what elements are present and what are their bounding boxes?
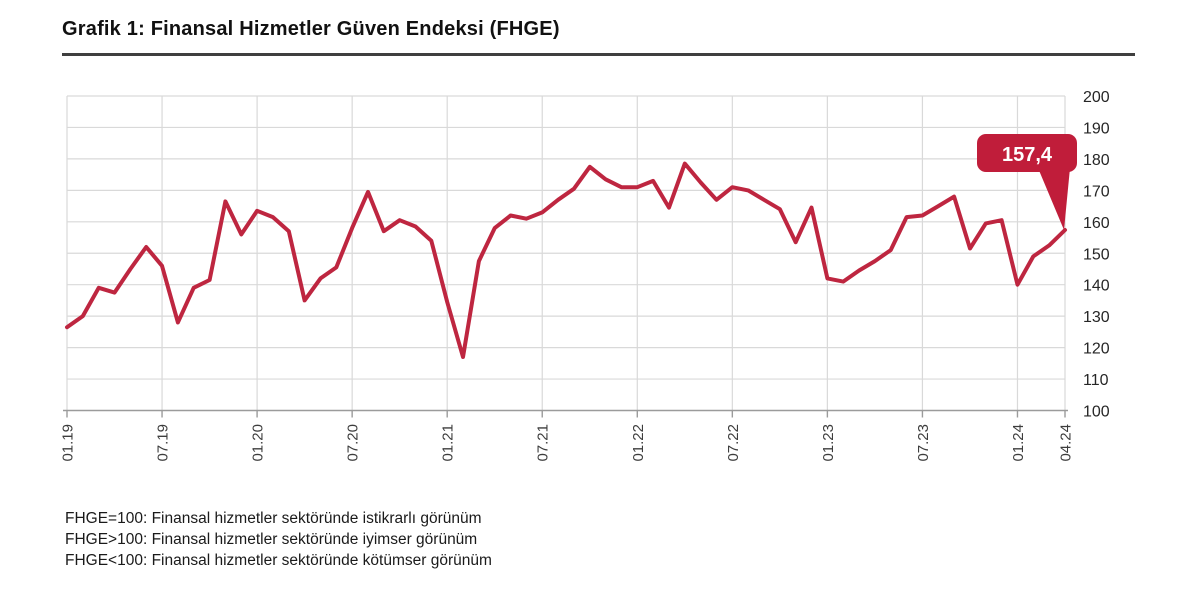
x-axis-label: 04.24 — [1058, 424, 1075, 462]
y-axis-label: 190 — [1083, 120, 1110, 137]
x-axis-label: 01.24 — [1010, 424, 1027, 462]
y-axis-label: 120 — [1083, 341, 1110, 358]
x-axis-label: 07.22 — [725, 424, 742, 462]
x-axis-label: 01.23 — [820, 424, 837, 462]
x-axis-label: 01.20 — [250, 424, 267, 462]
footnote-line: FHGE=100: Finansal hizmetler sektöründe … — [65, 510, 482, 527]
series-line — [65, 161, 1067, 359]
chart-title: Grafik 1: Finansal Hizmetler Güven Endek… — [62, 18, 560, 40]
x-axis-label: 07.20 — [345, 424, 362, 462]
x-axis-label: 01.21 — [440, 424, 457, 462]
chart-footnotes: FHGE=100: Finansal hizmetler sektöründe … — [65, 508, 492, 571]
y-axis-label: 200 — [1083, 89, 1110, 106]
y-axis-label: 170 — [1083, 183, 1110, 200]
y-axis-label: 130 — [1083, 309, 1110, 326]
x-axis-label: 01.19 — [60, 424, 77, 462]
y-axis-label: 160 — [1083, 215, 1110, 232]
y-axis-label: 110 — [1083, 372, 1109, 389]
title-underline — [62, 53, 1135, 56]
x-axis-label: 07.23 — [915, 424, 932, 462]
y-axis-label: 180 — [1083, 152, 1110, 169]
y-axis-label: 150 — [1083, 246, 1110, 263]
value-callout — [977, 134, 1077, 172]
footnote-line: FHGE>100: Finansal hizmetler sektöründe … — [65, 531, 478, 548]
callout-pointer — [1038, 168, 1070, 230]
y-axis-label: 100 — [1083, 404, 1110, 421]
x-axis-label: 07.21 — [535, 424, 552, 462]
x-axis-label: 07.19 — [155, 424, 172, 462]
y-axis-label: 140 — [1083, 278, 1110, 295]
callout-value-label: 157,4 — [1002, 144, 1053, 166]
x-axis-label: 01.22 — [630, 424, 647, 462]
footnote-line: FHGE<100: Finansal hizmetler sektöründe … — [65, 552, 492, 569]
